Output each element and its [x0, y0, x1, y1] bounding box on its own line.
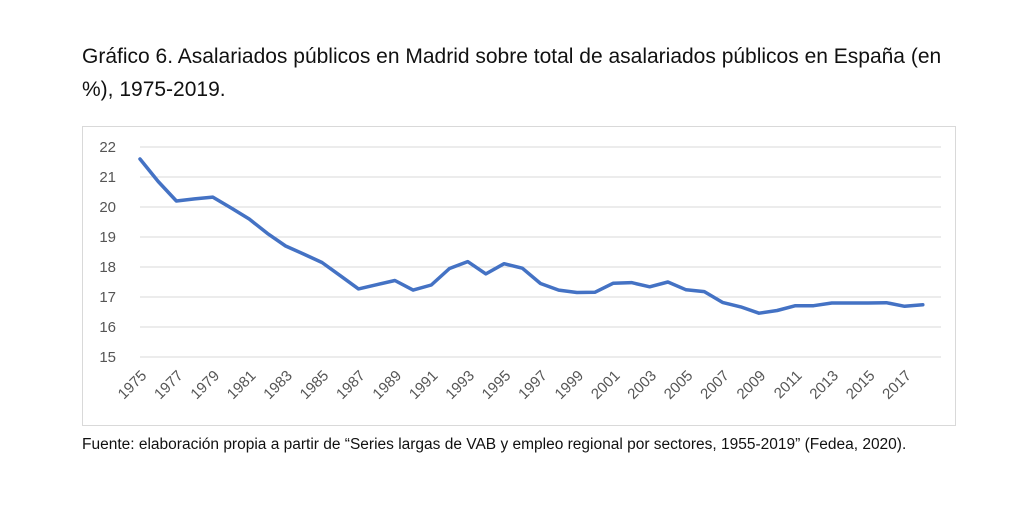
data-point [157, 180, 159, 182]
y-tick-label: 19 [99, 229, 116, 246]
x-tick-label: 1989 [369, 367, 405, 403]
data-point [412, 289, 414, 291]
y-tick-label: 18 [99, 259, 116, 276]
source-note: Fuente: elaboración propia a partir de “… [82, 436, 907, 453]
x-tick-label: 2005 [661, 367, 697, 403]
data-point [394, 279, 396, 281]
x-tick-label: 2013 [806, 367, 842, 403]
data-point [193, 198, 195, 200]
x-tick-label: 1983 [260, 367, 296, 403]
x-tick-label: 1979 [187, 367, 223, 403]
x-tick-label: 2003 [624, 367, 660, 403]
data-point [922, 304, 924, 306]
data-point [849, 302, 851, 304]
data-point [667, 281, 669, 283]
data-point [248, 218, 250, 220]
data-point [740, 306, 742, 308]
data-point [230, 207, 232, 209]
data-point [139, 158, 141, 160]
data-point [776, 309, 778, 311]
data-point [903, 305, 905, 307]
chart-title: Gráfico 6. Asalariados públicos en Madri… [82, 45, 942, 101]
data-point [284, 245, 286, 247]
y-tick-label: 16 [99, 319, 116, 336]
x-tick-label: 2015 [843, 367, 879, 403]
data-point [266, 232, 268, 234]
data-point [867, 302, 869, 304]
data-point [721, 301, 723, 303]
data-point [339, 275, 341, 277]
x-tick-label: 2009 [734, 367, 770, 403]
x-tick-label: 1995 [479, 367, 515, 403]
data-point [831, 302, 833, 304]
y-tick-label: 21 [99, 169, 116, 186]
data-point [321, 261, 323, 263]
x-tick-label: 1985 [297, 367, 333, 403]
data-point [630, 281, 632, 283]
data-point [794, 305, 796, 307]
data-point [576, 291, 578, 293]
data-point [812, 305, 814, 307]
x-tick-label: 1999 [552, 367, 588, 403]
x-tick-label: 2017 [879, 367, 915, 403]
data-point [503, 263, 505, 265]
data-point [175, 200, 177, 202]
x-tick-label: 1975 [115, 367, 151, 403]
x-tick-label: 1991 [406, 367, 442, 403]
x-tick-label: 1981 [224, 367, 260, 403]
data-point [758, 312, 760, 314]
line-chart: 15 16 17 18 19 20 21 22 1975 1977 1979 1981 1983 1985… [99, 139, 941, 403]
y-tick-label: 22 [99, 139, 116, 156]
chart-area: 15 16 17 18 19 20 21 22 1975 1977 1979 1981 1983 1985… [82, 126, 956, 426]
y-tick-label: 17 [99, 289, 116, 306]
data-point [485, 273, 487, 275]
x-tick-label: 2001 [588, 367, 624, 403]
x-tick-label: 2011 [771, 367, 806, 402]
data-point [303, 253, 305, 255]
x-tick-label: 2007 [697, 367, 733, 403]
data-point [703, 290, 705, 292]
data-point [594, 291, 596, 293]
data-point [467, 260, 469, 262]
series-line-0 [138, 157, 925, 315]
data-point [430, 284, 432, 286]
data-point [649, 286, 651, 288]
data-point [212, 196, 214, 198]
x-tick-label: 1997 [515, 367, 551, 403]
data-point [357, 288, 359, 290]
data-point [612, 282, 614, 284]
y-tick-label: 20 [99, 199, 116, 216]
data-point [521, 267, 523, 269]
x-tick-label: 1987 [333, 367, 369, 403]
data-point [685, 289, 687, 291]
y-tick-label: 15 [99, 349, 116, 366]
data-point [558, 289, 560, 291]
data-point [539, 282, 541, 284]
x-tick-label: 1977 [151, 367, 187, 403]
data-point [885, 302, 887, 304]
x-tick-label: 1993 [442, 367, 478, 403]
data-point [448, 267, 450, 269]
data-point [376, 284, 378, 286]
